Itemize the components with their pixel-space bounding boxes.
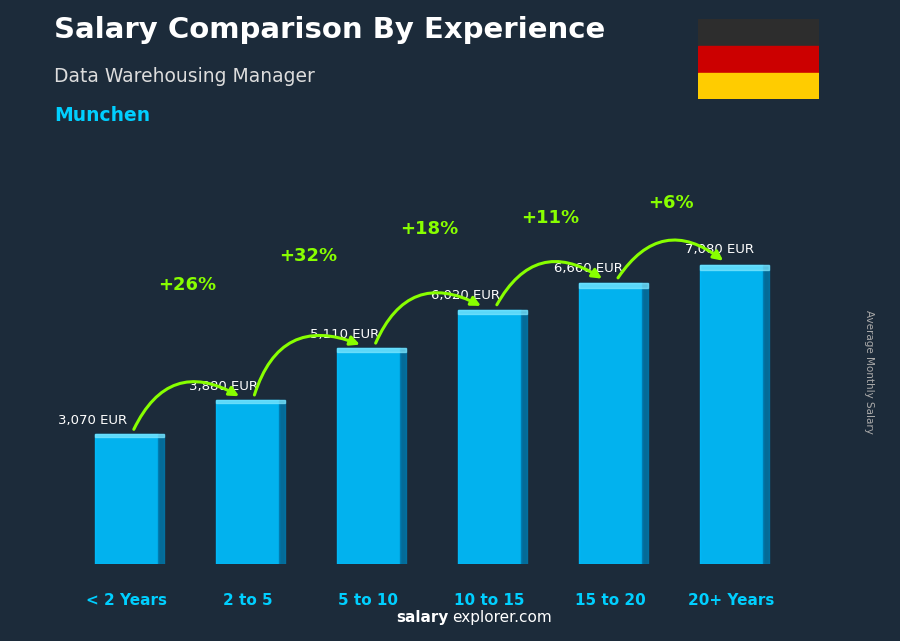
Text: +6%: +6% bbox=[648, 194, 694, 212]
Text: +18%: +18% bbox=[400, 221, 458, 238]
Bar bbox=[698, 72, 819, 99]
Bar bbox=[158, 435, 165, 564]
Text: 6,660 EUR: 6,660 EUR bbox=[554, 262, 623, 275]
Bar bbox=[216, 400, 279, 564]
Text: Data Warehousing Manager: Data Warehousing Manager bbox=[54, 67, 315, 87]
Bar bbox=[95, 435, 165, 437]
Text: < 2 Years: < 2 Years bbox=[86, 593, 167, 608]
Text: 3,880 EUR: 3,880 EUR bbox=[189, 379, 257, 392]
Text: Munchen: Munchen bbox=[54, 106, 150, 125]
Text: salary: salary bbox=[396, 610, 448, 625]
Bar bbox=[698, 46, 819, 72]
Bar bbox=[458, 310, 521, 564]
Bar bbox=[337, 348, 406, 352]
Bar bbox=[700, 265, 770, 271]
Bar bbox=[279, 400, 285, 564]
Text: 3,070 EUR: 3,070 EUR bbox=[58, 414, 127, 427]
Bar bbox=[579, 283, 648, 288]
Text: 5 to 10: 5 to 10 bbox=[338, 593, 399, 608]
Text: 20+ Years: 20+ Years bbox=[688, 593, 775, 608]
Bar bbox=[700, 265, 763, 564]
Text: 15 to 20: 15 to 20 bbox=[575, 593, 646, 608]
Text: explorer.com: explorer.com bbox=[452, 610, 552, 625]
Bar bbox=[579, 283, 642, 564]
Text: Salary Comparison By Experience: Salary Comparison By Experience bbox=[54, 16, 605, 44]
Text: +11%: +11% bbox=[521, 210, 579, 228]
Text: +26%: +26% bbox=[158, 276, 216, 294]
Text: +32%: +32% bbox=[279, 247, 338, 265]
Bar bbox=[698, 19, 819, 46]
Bar bbox=[642, 283, 648, 564]
Bar bbox=[400, 348, 406, 564]
Bar bbox=[95, 435, 158, 564]
Text: 7,080 EUR: 7,080 EUR bbox=[685, 243, 754, 256]
Bar bbox=[216, 400, 285, 403]
Bar bbox=[458, 310, 527, 314]
Text: Average Monthly Salary: Average Monthly Salary bbox=[863, 310, 874, 434]
Bar bbox=[521, 310, 527, 564]
Text: 2 to 5: 2 to 5 bbox=[222, 593, 273, 608]
Text: 6,020 EUR: 6,020 EUR bbox=[431, 289, 500, 302]
Bar bbox=[763, 265, 769, 564]
Text: 5,110 EUR: 5,110 EUR bbox=[310, 328, 379, 340]
Bar bbox=[337, 348, 400, 564]
Text: 10 to 15: 10 to 15 bbox=[454, 593, 525, 608]
